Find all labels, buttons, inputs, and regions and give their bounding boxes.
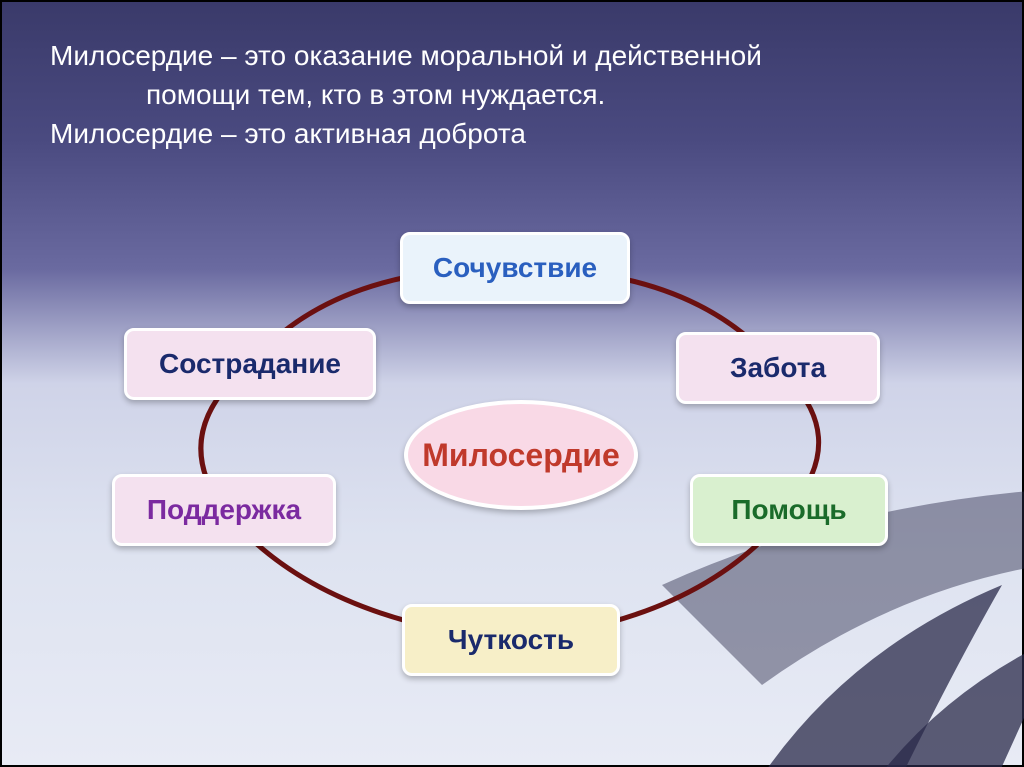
node-pomoshch: Помощь	[690, 474, 888, 546]
node-chutkost: Чуткость	[402, 604, 620, 676]
node-label: Забота	[730, 352, 826, 384]
node-label: Помощь	[731, 494, 846, 526]
slide: Милосердие – это оказание моральной и де…	[0, 0, 1024, 767]
center-label: Милосердие	[422, 437, 619, 474]
node-label: Сострадание	[159, 348, 341, 380]
node-sostradanie: Сострадание	[124, 328, 376, 400]
node-label: Поддержка	[147, 494, 301, 526]
node-podderzhka: Поддержка	[112, 474, 336, 546]
node-sochuvstvie: Сочувствие	[400, 232, 630, 304]
header-text: Милосердие – это оказание моральной и де…	[50, 36, 974, 154]
header-line-3: Милосердие – это активная доброта	[50, 114, 974, 153]
node-label: Чуткость	[448, 624, 574, 656]
header-line-2: помощи тем, кто в этом нуждается.	[50, 75, 974, 114]
node-label: Сочувствие	[433, 252, 597, 284]
header-line-1: Милосердие – это оказание моральной и де…	[50, 36, 974, 75]
diagram: Сочувствие Сострадание Забота Поддержка Помо…	[54, 214, 974, 726]
node-zabota: Забота	[676, 332, 880, 404]
center-node: Милосердие	[404, 400, 638, 510]
